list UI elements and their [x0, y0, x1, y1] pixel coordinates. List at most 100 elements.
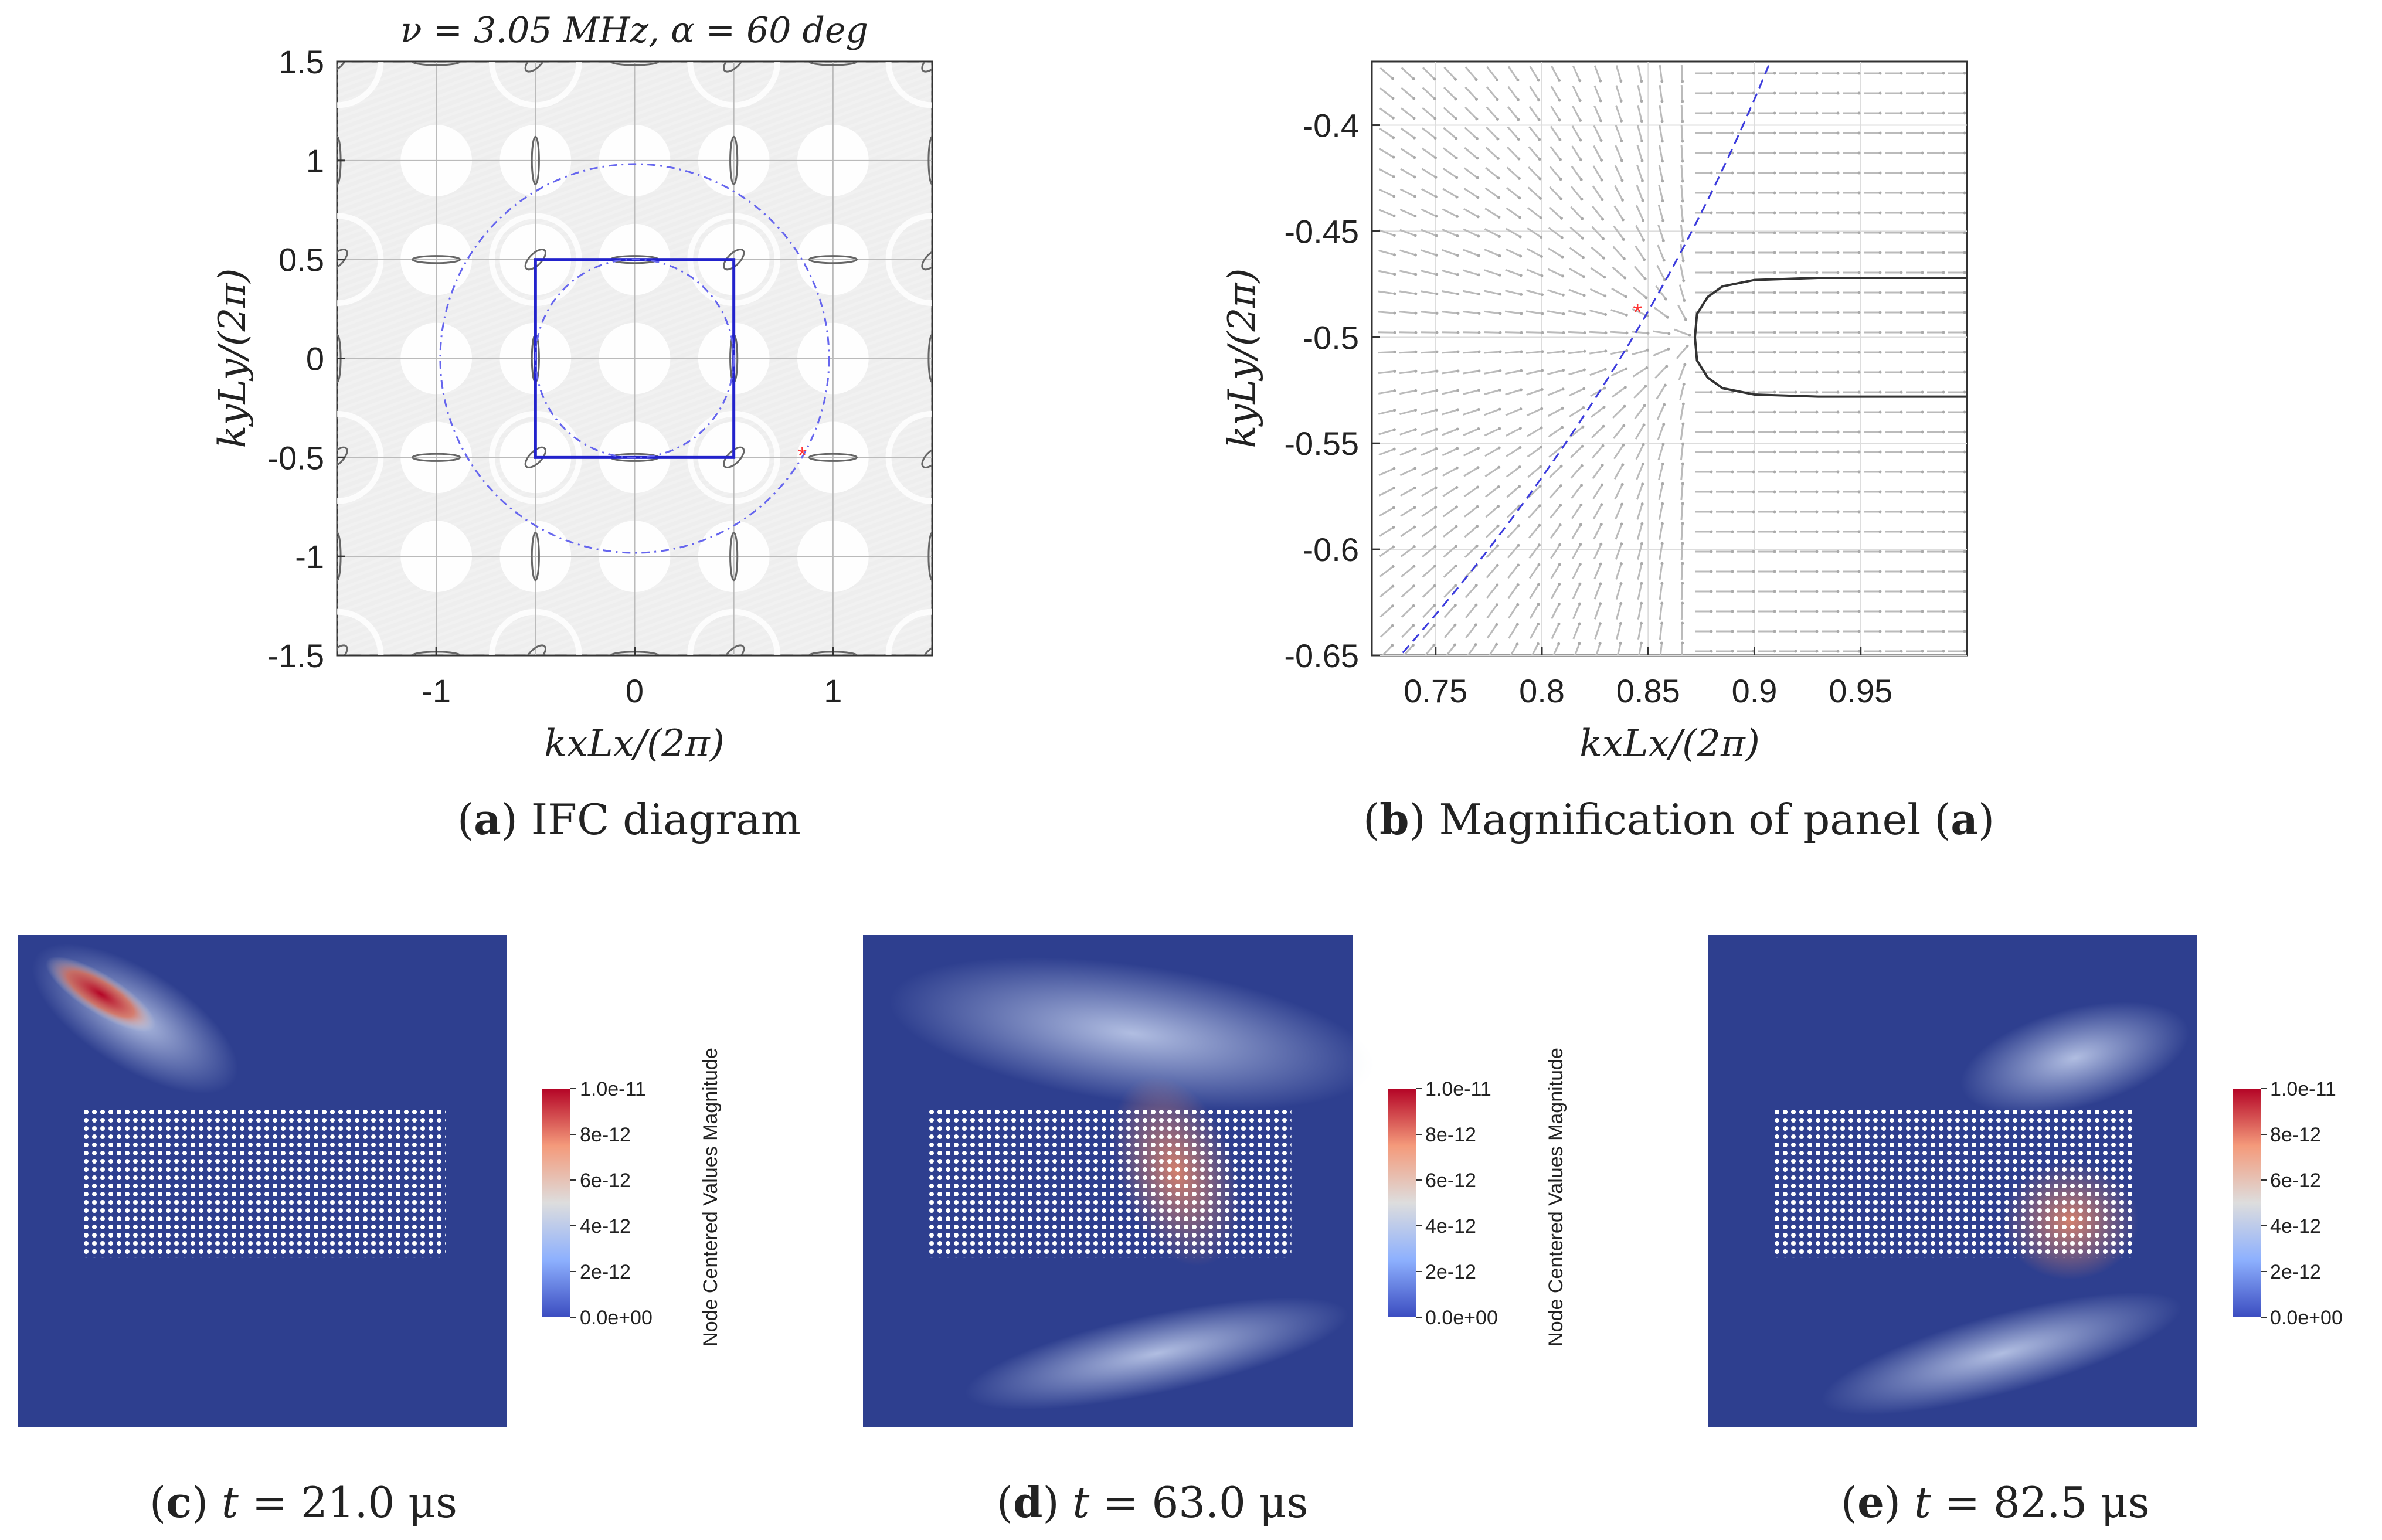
velocity-arrow-head	[1455, 505, 1458, 509]
velocity-arrow-head	[1963, 650, 1966, 653]
velocity-arrow	[1679, 264, 1685, 281]
velocity-arrow-head	[1435, 311, 1439, 315]
velocity-arrow	[1549, 485, 1562, 499]
velocity-arrow-head	[1392, 195, 1396, 198]
velocity-arrow	[1420, 290, 1438, 295]
velocity-arrow-head	[1878, 490, 1882, 494]
velocity-arrow-head	[1794, 550, 1797, 553]
velocity-arrow-head	[1773, 630, 1776, 633]
velocity-arrow-head	[1579, 138, 1582, 142]
velocity-arrow-head	[1710, 610, 1713, 613]
velocity-arrow-head	[1640, 562, 1643, 565]
velocity-arrow	[1464, 584, 1477, 599]
velocity-arrow-head	[1515, 623, 1519, 626]
velocity-arrow-head	[1558, 583, 1561, 586]
caption-a-label: a	[474, 794, 501, 844]
y-tick-label: 1.5	[278, 43, 324, 80]
velocity-arrow-head	[1731, 311, 1734, 314]
velocity-arrow	[1483, 310, 1501, 315]
velocity-arrow	[1657, 225, 1664, 241]
velocity-arrow-head	[1900, 251, 1903, 254]
velocity-arrow-head	[1498, 388, 1502, 392]
velocity-arrow	[1443, 526, 1457, 538]
velocity-arrow-head	[1878, 410, 1882, 414]
velocity-arrow	[1378, 370, 1395, 375]
velocity-arrow-head	[1900, 390, 1903, 394]
velocity-arrow-head	[1392, 155, 1395, 159]
velocity-arrow	[1548, 227, 1563, 239]
velocity-arrow	[1529, 86, 1540, 101]
velocity-arrow	[1526, 369, 1542, 375]
velocity-arrow	[1633, 287, 1647, 298]
velocity-arrow	[1485, 167, 1499, 179]
velocity-arrow-head	[1642, 443, 1645, 446]
velocity-arrow-head	[1412, 604, 1415, 607]
velocity-arrow	[1505, 389, 1521, 396]
velocity-arrow-head	[1413, 195, 1417, 198]
velocity-arrow-head	[1963, 291, 1966, 294]
velocity-arrow-head	[1815, 590, 1819, 593]
velocity-arrow-head	[1794, 271, 1797, 274]
colorbar-tick-label: 4e-12	[580, 1215, 631, 1238]
velocity-arrow-head	[1561, 255, 1564, 259]
velocity-arrow	[1547, 388, 1564, 396]
velocity-arrow-head	[1435, 389, 1439, 392]
velocity-arrow-head	[1731, 530, 1734, 533]
velocity-arrow-head	[1434, 156, 1438, 159]
contour-ellipse	[808, 255, 858, 264]
velocity-arrow-head	[1836, 151, 1840, 155]
velocity-arrow-head	[1541, 369, 1544, 372]
velocity-arrow-head	[1815, 550, 1819, 553]
velocity-arrow	[1442, 269, 1458, 276]
velocity-arrow-head	[1498, 331, 1502, 334]
velocity-arrow-head	[1681, 80, 1684, 83]
velocity-arrow-head	[1537, 603, 1540, 606]
velocity-arrow-head	[1681, 120, 1684, 123]
velocity-arrow-head	[1900, 271, 1903, 274]
velocity-arrow-head	[1942, 151, 1945, 155]
velocity-arrow	[1529, 604, 1540, 619]
velocity-arrow	[1378, 290, 1395, 295]
velocity-arrow-head	[1731, 610, 1734, 613]
contour-ellipse	[610, 62, 660, 66]
panel-a-title: ν = 3.05 MHz, α = 60 deg	[400, 10, 868, 51]
velocity-arrow-head	[1900, 311, 1903, 314]
velocity-arrow-head	[1963, 251, 1966, 254]
velocity-arrow-head	[1878, 630, 1882, 633]
velocity-arrow-head	[1562, 331, 1565, 334]
velocity-arrow-head	[1878, 151, 1882, 155]
velocity-arrow-head	[1794, 72, 1797, 75]
velocity-arrow-head	[1496, 544, 1500, 548]
velocity-arrow-head	[1773, 550, 1776, 553]
velocity-arrow-head	[1559, 197, 1563, 200]
velocity-arrow-head	[1580, 484, 1584, 487]
velocity-arrow	[1399, 467, 1416, 477]
velocity-arrow	[1592, 484, 1603, 499]
velocity-arrow	[1420, 389, 1438, 395]
velocity-arrow-head	[1794, 390, 1797, 394]
velocity-arrow-head	[1518, 465, 1521, 469]
velocity-arrow	[1378, 209, 1395, 217]
velocity-arrow-head	[1391, 545, 1395, 549]
velocity-arrow	[1442, 487, 1457, 497]
velocity-arrow-head	[1392, 526, 1395, 529]
velocity-arrow-head	[1942, 291, 1945, 294]
velocity-arrow-head	[1578, 602, 1582, 606]
velocity-arrow-head	[1773, 211, 1776, 215]
velocity-arrow	[1422, 107, 1436, 120]
velocity-arrow-head	[1599, 119, 1603, 123]
velocity-arrow-head	[1710, 151, 1713, 155]
velocity-arrow-head	[1619, 641, 1622, 645]
velocity-arrow-head	[1878, 231, 1882, 234]
velocity-arrow	[1659, 563, 1663, 580]
velocity-arrow-head	[1537, 623, 1540, 626]
velocity-arrow-head	[1667, 332, 1671, 335]
velocity-arrow	[1638, 642, 1642, 655]
velocity-arrow	[1421, 467, 1437, 477]
velocity-arrow-head	[1857, 630, 1861, 633]
velocity-arrow	[1550, 584, 1561, 599]
velocity-arrow-head	[1392, 447, 1396, 451]
velocity-arrow-head	[1516, 583, 1520, 587]
velocity-arrow-head	[1836, 171, 1840, 175]
velocity-arrow-head	[1660, 120, 1664, 123]
